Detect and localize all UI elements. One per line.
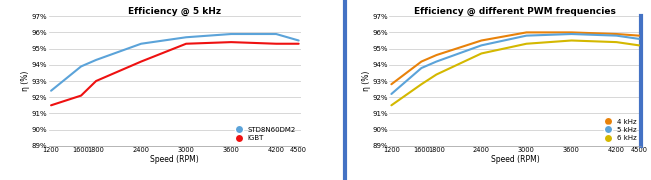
Legend: STD8N60DM2, IGBT: STD8N60DM2, IGBT bbox=[230, 125, 298, 142]
Title: Efficiency @ 5 kHz: Efficiency @ 5 kHz bbox=[128, 6, 221, 15]
Y-axis label: η (%): η (%) bbox=[21, 71, 31, 91]
Title: Efficiency @ different PWM frequencies: Efficiency @ different PWM frequencies bbox=[414, 6, 616, 15]
Y-axis label: η (%): η (%) bbox=[362, 71, 370, 91]
X-axis label: Speed (RPM): Speed (RPM) bbox=[491, 155, 540, 164]
Legend: 4 kHz, 5 kHz, 6 kHz: 4 kHz, 5 kHz, 6 kHz bbox=[600, 117, 638, 142]
X-axis label: Speed (RPM): Speed (RPM) bbox=[150, 155, 199, 164]
